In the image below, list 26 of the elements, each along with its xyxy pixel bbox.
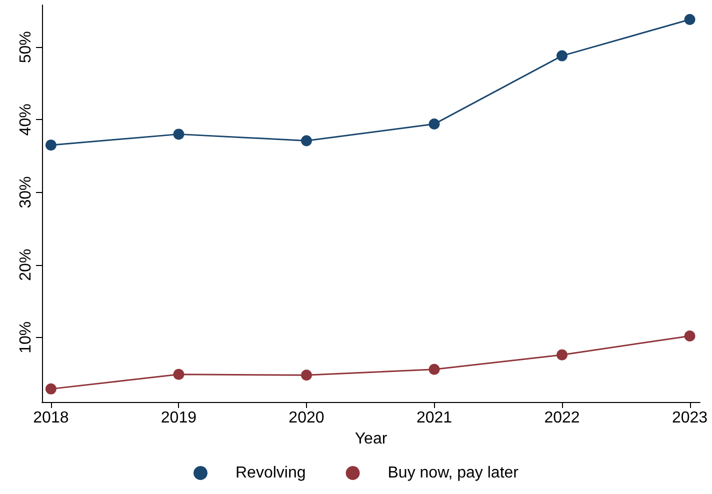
x-tick-label: 2023	[672, 410, 708, 426]
x-tick-label: 2021	[416, 410, 452, 426]
x-axis-title: Year	[354, 430, 388, 448]
point	[556, 50, 568, 62]
y-tick-label: 10%	[18, 321, 34, 354]
point	[173, 128, 184, 140]
point	[684, 330, 696, 342]
x-tick-label: 2022	[544, 410, 580, 426]
y-tick-label: 30%	[18, 176, 34, 208]
y-tick-label: 50%	[18, 31, 34, 64]
x-tick-label: 2020	[288, 410, 324, 426]
legend-label: Revolving	[236, 464, 306, 482]
point	[428, 364, 440, 375]
point	[45, 383, 56, 394]
point	[173, 368, 184, 380]
point	[684, 14, 696, 26]
legend-label: Buy now, pay later	[388, 464, 520, 482]
y-tick-label: 20%	[18, 248, 34, 281]
point	[300, 370, 312, 381]
point	[45, 140, 56, 151]
point	[556, 349, 568, 360]
x-tick-label: 2018	[33, 410, 69, 426]
point	[300, 135, 312, 146]
x-tick-label: 2019	[160, 410, 197, 426]
y-tick-label: 40%	[18, 104, 34, 136]
point	[428, 118, 440, 130]
